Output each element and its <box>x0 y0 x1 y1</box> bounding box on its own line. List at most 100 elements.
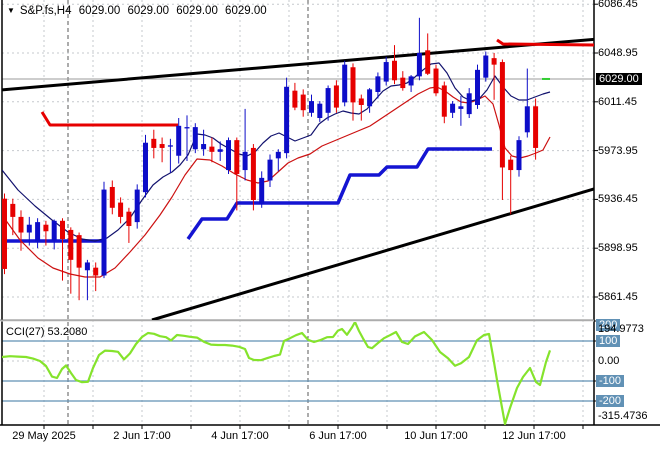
chart-title: ▼ S&P.fs,H4 6029.00 6029.00 6029.00 6029.… <box>7 5 271 17</box>
candle-bull <box>35 222 41 242</box>
price-axis-label: 5973.95 <box>598 144 638 157</box>
cci-line <box>2 322 552 425</box>
ma-slow-line <box>2 86 551 278</box>
candle-bull <box>167 145 173 147</box>
candle-bull <box>242 151 248 171</box>
price-axis-label: 5936.45 <box>598 193 638 206</box>
candle-bull <box>84 262 90 271</box>
candle-bear <box>109 186 115 208</box>
ohlc-low: 6029.00 <box>176 5 218 17</box>
candle-bull <box>184 127 190 129</box>
candle-bear <box>350 67 356 103</box>
candle-bull <box>516 140 522 171</box>
price-axis-label: 6011.45 <box>598 95 637 108</box>
chevron-down-icon[interactable]: ▼ <box>7 6 15 15</box>
current-price-label: 6029.00 <box>596 72 642 85</box>
candle-bull <box>201 144 207 150</box>
candle-bear <box>491 58 497 65</box>
candle-bear <box>441 85 447 117</box>
candle-bull <box>325 88 331 113</box>
candle-bull <box>317 103 323 119</box>
candle-bear <box>433 68 439 94</box>
candle-bull <box>309 101 314 113</box>
candle-bull <box>192 127 198 150</box>
resistance-level-line <box>40 111 178 127</box>
candle-bear <box>292 90 298 108</box>
resistance-level-line <box>496 38 594 47</box>
candles <box>2 17 539 301</box>
time-axis-label: 6 Jun 17:00 <box>309 430 367 442</box>
ohlc-open: 6029.00 <box>78 5 121 17</box>
candle-bull <box>267 159 273 181</box>
candle-bull <box>217 149 223 152</box>
candle-bear <box>499 62 505 168</box>
candle-bear <box>425 50 431 74</box>
candle-bear <box>18 216 24 233</box>
candle-bear <box>151 138 157 148</box>
candle-bull <box>416 52 422 77</box>
candle-bull <box>284 86 290 154</box>
cci-panel <box>2 322 552 425</box>
candle-bull <box>483 55 489 78</box>
candle-bull <box>524 106 530 133</box>
candle-bear <box>118 202 124 217</box>
candle-bull <box>475 69 480 105</box>
cci-range-label: 194.9773 <box>598 323 644 335</box>
candle-bull <box>408 76 414 86</box>
candle-bull <box>143 142 148 193</box>
candle-bull <box>375 76 381 92</box>
candle-bear <box>10 203 16 217</box>
price-axis-label: 6086.45 <box>598 0 638 11</box>
price-axis-label: 5898.95 <box>598 242 638 255</box>
candle-bear <box>159 144 165 148</box>
candle-bull <box>134 189 140 223</box>
candle-bear <box>43 224 49 232</box>
candle-bear <box>333 85 339 108</box>
time-axis-label: 10 Jun 17:00 <box>404 430 468 442</box>
candle-bull <box>275 151 281 159</box>
candle-bull <box>450 103 456 113</box>
trendline <box>2 37 594 92</box>
candle-bear <box>2 198 7 269</box>
main-panel <box>2 17 594 320</box>
candle-bear <box>126 211 132 227</box>
candle-bull <box>176 125 182 156</box>
price-axis-label: 5861.45 <box>598 291 638 303</box>
candle-bear <box>93 267 99 276</box>
cci-range-label: -315.4736 <box>598 410 648 422</box>
trendline <box>151 187 594 320</box>
candle-bull <box>26 224 32 233</box>
candle-bear <box>400 77 406 89</box>
candle-bull <box>51 220 57 241</box>
candle-bull <box>226 140 231 171</box>
candle-bear <box>358 98 364 105</box>
cci-level-label: 100 <box>596 335 621 347</box>
candle-bear <box>250 147 256 200</box>
candle-bull <box>101 189 107 276</box>
candle-bull <box>367 89 373 107</box>
time-axis-label: 29 May 2025 <box>12 430 76 442</box>
candle-bull <box>458 106 464 109</box>
candle-bull <box>383 62 389 82</box>
cci-level-label: -200 <box>596 395 625 407</box>
candle-bull <box>466 93 472 115</box>
time-axis-label: 12 Jun 17:00 <box>502 430 566 442</box>
indicator-label: CCI(27) 53.2080 <box>6 326 88 338</box>
symbol-period-label: S&P.fs,H4 <box>19 5 72 17</box>
candle-bear <box>209 146 215 152</box>
candle-bear <box>76 235 82 268</box>
candle-bear <box>60 220 65 240</box>
cci-level-label: -100 <box>596 375 625 387</box>
candle-bear <box>300 94 306 111</box>
cci-range-label: 0.00 <box>598 355 620 367</box>
candle-bull <box>342 64 348 103</box>
ohlc-close: 6029.00 <box>225 5 267 17</box>
candle-bear <box>508 159 514 171</box>
time-axis-label: 2 Jun 17:00 <box>113 430 171 442</box>
time-axis-label: 4 Jun 17:00 <box>211 430 269 442</box>
grid-lines <box>0 0 660 429</box>
ohlc-high: 6029.00 <box>127 5 170 17</box>
candle-bear <box>68 229 74 260</box>
